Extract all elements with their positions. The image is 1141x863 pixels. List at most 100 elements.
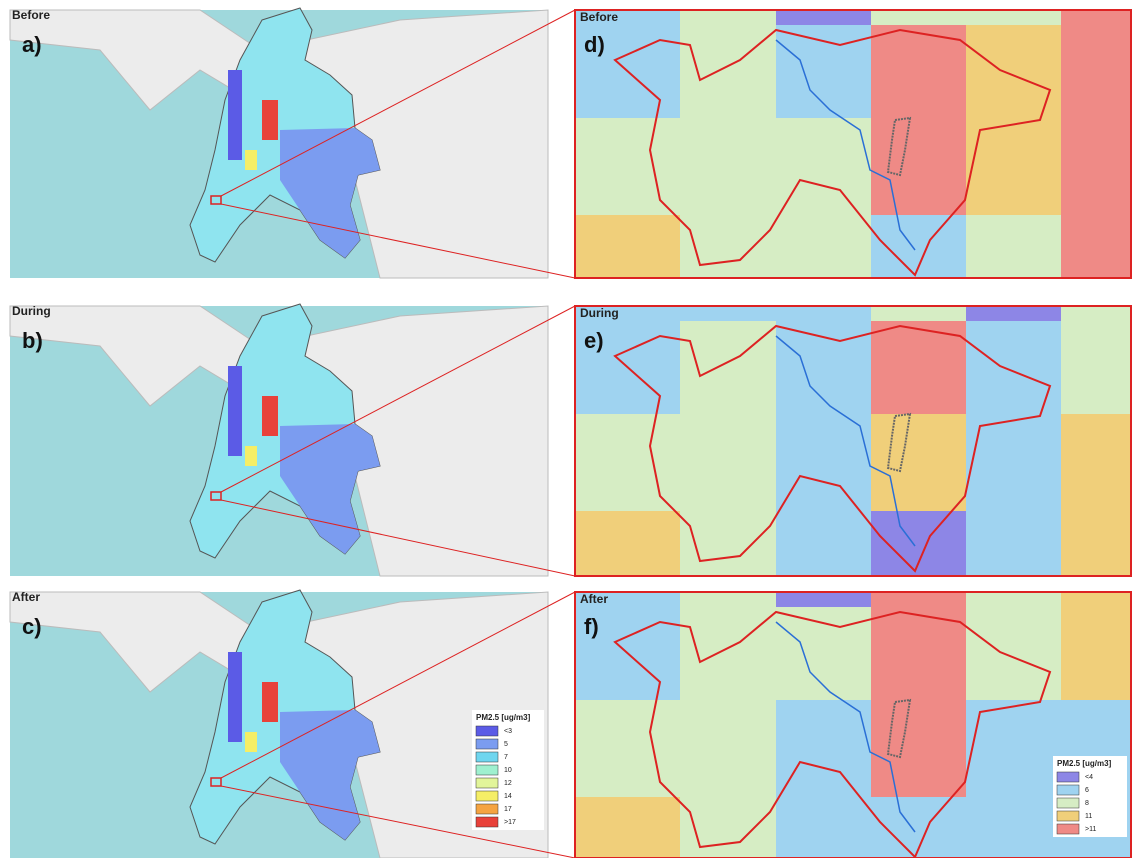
grid-cell xyxy=(966,321,1061,414)
legend-swatch xyxy=(1056,797,1080,809)
legend-swatch xyxy=(475,777,499,789)
grid-cell xyxy=(776,700,871,797)
grid-cell xyxy=(966,797,1061,858)
grid-cell xyxy=(680,215,776,278)
legend-label: 6 xyxy=(1085,787,1089,794)
grid-cell xyxy=(871,306,966,321)
grid-cell xyxy=(966,10,1061,25)
grid-cell xyxy=(575,10,680,25)
grid-cell xyxy=(575,511,680,576)
grid-cell xyxy=(575,215,680,278)
grid-cell xyxy=(680,607,776,700)
grid-cell xyxy=(776,118,871,215)
river xyxy=(775,39,916,251)
legend-title: PM2.5 [ug/m3] xyxy=(476,713,531,722)
grid-cell xyxy=(776,414,871,511)
grid-cell xyxy=(1061,118,1131,215)
legend-label: 17 xyxy=(504,806,512,813)
legend-swatch xyxy=(1056,771,1080,783)
grid-cell xyxy=(966,607,1061,700)
country-map xyxy=(189,589,381,845)
legend-swatch xyxy=(475,790,499,802)
zoom-frame xyxy=(574,305,1132,577)
grid-cell xyxy=(680,797,776,858)
country-map xyxy=(189,7,381,263)
legend-label: 12 xyxy=(504,780,512,787)
basin-outline xyxy=(613,610,1052,859)
grid-cell xyxy=(1061,511,1131,576)
zoom-box xyxy=(210,195,222,205)
period-label: During xyxy=(580,306,619,320)
west-strip xyxy=(228,70,242,160)
legend-swatch xyxy=(475,764,499,776)
hotspot xyxy=(245,732,257,752)
panel-label: b) xyxy=(22,328,43,353)
panel-label: c) xyxy=(22,614,42,639)
grid-cell xyxy=(1061,25,1131,118)
west-strip xyxy=(228,366,242,456)
grid-cell xyxy=(1061,607,1131,700)
grid-cell xyxy=(1061,215,1131,278)
legend-swatch xyxy=(475,738,499,750)
legend-swatch xyxy=(475,816,499,828)
legend-title: PM2.5 [ug/m3] xyxy=(1057,759,1112,768)
panel-label: a) xyxy=(22,32,42,57)
legend-swatch xyxy=(475,725,499,737)
panel-label: f) xyxy=(584,614,599,639)
grid-cell xyxy=(871,25,966,118)
grid-cell xyxy=(680,25,776,118)
grid-cell xyxy=(1061,321,1131,414)
city-outline xyxy=(886,698,912,759)
basin xyxy=(613,28,1052,277)
east-region xyxy=(280,424,380,554)
legend-label: >11 xyxy=(1085,826,1096,833)
hotspot xyxy=(262,682,278,722)
legend-label: 8 xyxy=(1085,800,1089,807)
basin-outline xyxy=(613,28,1052,277)
legend-label: 10 xyxy=(504,767,512,774)
grid-cell xyxy=(776,306,871,321)
grid-cell xyxy=(776,797,871,858)
period-label: Before xyxy=(12,8,50,22)
hotspot xyxy=(245,446,257,466)
river xyxy=(775,621,916,833)
zoom-box xyxy=(210,777,222,787)
grid-cell xyxy=(776,10,871,25)
grid-cell xyxy=(966,306,1061,321)
river xyxy=(775,335,916,547)
grid-cell xyxy=(871,10,966,25)
legend-box xyxy=(1053,756,1127,837)
legend-label: >17 xyxy=(504,819,516,826)
hotspot xyxy=(262,396,278,436)
grid-cell xyxy=(575,592,680,607)
grid-cell xyxy=(680,414,776,511)
legend-swatch xyxy=(475,751,499,763)
grid-cell xyxy=(871,118,966,215)
zoom-frame xyxy=(574,9,1132,279)
east-region xyxy=(280,128,380,258)
grid-cell xyxy=(871,511,966,576)
hotspot xyxy=(262,100,278,140)
legend-label: 14 xyxy=(504,793,512,800)
grid-cell xyxy=(776,215,871,278)
grid-cell xyxy=(575,306,680,321)
grid-cell xyxy=(871,592,966,607)
legend-label: 5 xyxy=(504,741,508,748)
zoom-line xyxy=(220,9,576,197)
grid-cell xyxy=(776,511,871,576)
period-label: After xyxy=(12,590,40,604)
legend-swatch xyxy=(1056,823,1080,835)
period-label: During xyxy=(12,304,51,318)
grid-cell xyxy=(575,414,680,511)
grid-cell xyxy=(1061,592,1131,607)
legend-label: 7 xyxy=(504,754,508,761)
hotspot xyxy=(245,150,257,170)
east-region xyxy=(280,710,380,840)
zoom-line xyxy=(220,499,576,577)
legend-swatch xyxy=(1056,810,1080,822)
grid-cell xyxy=(575,118,680,215)
west-strip xyxy=(228,652,242,742)
grid-cell xyxy=(1061,306,1131,321)
panel-label: e) xyxy=(584,328,604,353)
grid-cell xyxy=(871,414,966,511)
